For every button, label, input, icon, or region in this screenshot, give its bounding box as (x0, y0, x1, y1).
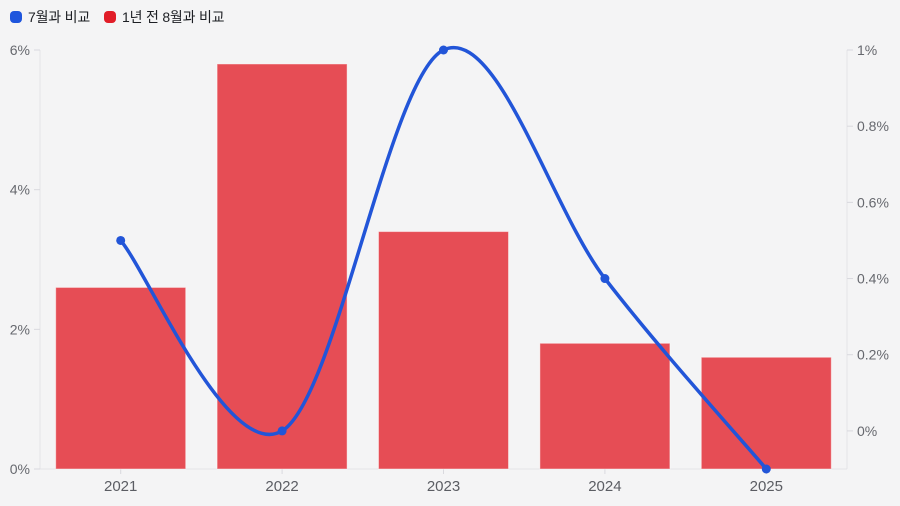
legend-label-line-series: 7월과 비교 (28, 9, 90, 25)
right-axis-tick-label: 0.4% (857, 271, 889, 287)
line-series[interactable] (118, 45, 769, 471)
x-axis-category-label: 2023 (427, 478, 460, 495)
data-point-2025[interactable] (761, 464, 771, 474)
bar-2025[interactable] (700, 356, 832, 470)
legend-item-line-series[interactable]: 7월과 비교 (10, 10, 90, 24)
right-axis-tick-label: 0% (857, 423, 877, 439)
left-axis-tick-label: 2% (10, 321, 30, 337)
chart-legend: 7월과 비교 1년 전 8월과 비교 (10, 9, 225, 25)
right-axis-tick-label: 0.2% (857, 347, 889, 363)
legend-item-bar-series[interactable]: 1년 전 8월과 비교 (104, 9, 225, 25)
left-axis-tick-label: 6% (10, 42, 30, 58)
legend-label-bar-series: 1년 전 8월과 비교 (122, 9, 225, 25)
x-axis-category-label: 2021 (104, 478, 137, 495)
right-axis-tick-label: 1% (857, 42, 877, 58)
right-axis-tick-label: 0.8% (857, 118, 889, 134)
legend-marker-red-icon (104, 11, 116, 23)
legend-marker-blue-icon (10, 11, 22, 23)
data-point-2023[interactable] (439, 45, 448, 55)
bar-2024[interactable] (539, 342, 671, 470)
x-axis-category-label: 2025 (750, 478, 783, 495)
data-point-2022[interactable] (277, 426, 287, 436)
x-axis-category-label: 2022 (265, 478, 298, 495)
data-point-2024[interactable] (600, 274, 610, 284)
left-axis-tick-label: 0% (10, 461, 30, 477)
left-axis-tick-label: 4% (10, 182, 30, 198)
x-axis-category-label: 2024 (588, 478, 621, 495)
right-axis-tick-label: 0.6% (857, 194, 889, 210)
bar-2022[interactable] (216, 63, 348, 470)
data-point-2021[interactable] (116, 235, 126, 245)
bar-2023[interactable] (378, 231, 509, 470)
bar-2021[interactable] (55, 286, 187, 470)
